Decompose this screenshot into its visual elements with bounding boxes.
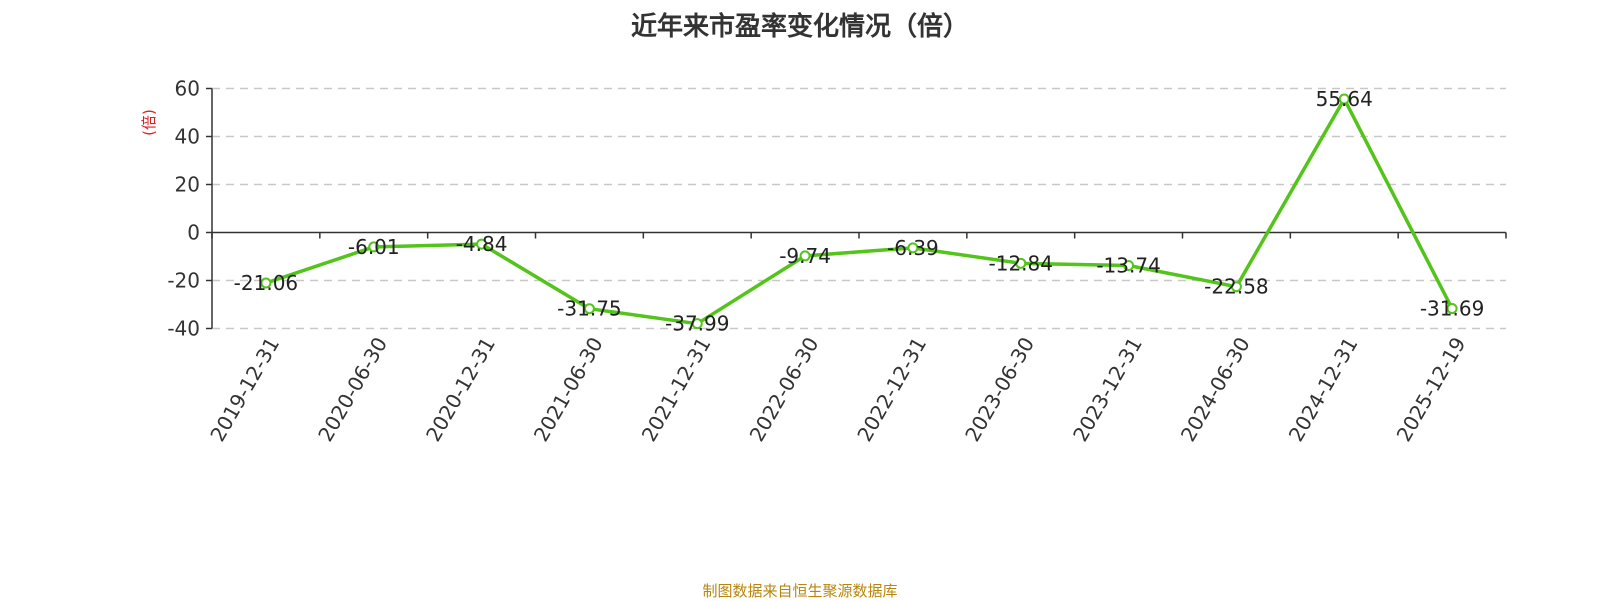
label-layer: -21.06 -6.01 -4.84 -31.75 -37.99 -9.74 -6.39 -1… — [234, 87, 1485, 336]
y-tick-label: 0 — [187, 221, 200, 245]
data-label: -4.84 — [456, 232, 508, 256]
data-point — [1230, 281, 1242, 293]
grid-layer — [212, 87, 1506, 330]
data-label: -31.69 — [1420, 297, 1484, 321]
y-tick-label: 60 — [175, 77, 200, 101]
data-label: 55.64 — [1316, 87, 1373, 111]
x-tick-label: 2021-06-30 — [529, 333, 608, 446]
y-tick-label: 20 — [175, 173, 200, 197]
data-point — [799, 250, 811, 262]
y-tick-label: -20 — [167, 269, 200, 293]
x-tick-label: 2023-06-30 — [960, 333, 1039, 446]
x-tick-label: 2020-12-31 — [421, 333, 500, 446]
x-tick-label: 2024-06-30 — [1176, 333, 1255, 446]
data-point — [1338, 93, 1350, 105]
chart-title: 近年来市盈率变化情况（倍） — [630, 12, 969, 42]
x-tick-label: 2024-12-31 — [1284, 333, 1363, 446]
data-label: -6.39 — [887, 236, 939, 260]
data-label: -22.58 — [1204, 275, 1268, 299]
data-label: -6.01 — [348, 235, 400, 259]
data-label: -31.75 — [557, 297, 621, 321]
x-tick-label: 2022-06-30 — [745, 333, 824, 446]
data-point — [907, 242, 919, 254]
y-tick-label: 40 — [175, 125, 200, 149]
data-point — [1015, 257, 1027, 269]
x-tick-label: 2025-12-19 — [1392, 333, 1471, 446]
data-label: -9.74 — [779, 244, 831, 268]
data-source-note: 制图数据来自恒生聚源数据库 — [702, 582, 898, 600]
data-point — [583, 303, 595, 315]
data-label: -13.74 — [1096, 253, 1160, 277]
data-point — [476, 238, 488, 250]
data-point — [1446, 303, 1458, 315]
x-tick-label: 2022-12-31 — [852, 333, 931, 446]
x-tick-label: 2023-12-31 — [1068, 333, 1147, 446]
y-axis-label: (倍) — [140, 109, 158, 136]
x-tick-label: 2020-06-30 — [313, 333, 392, 446]
data-point — [368, 241, 380, 253]
y-tick-label: -40 — [167, 317, 200, 341]
data-point — [1123, 259, 1135, 271]
data-point — [691, 318, 703, 330]
series-layer — [260, 93, 1458, 330]
data-label: -12.84 — [989, 251, 1053, 275]
pe-ratio-series-line — [265, 97, 1454, 326]
x-tick-label: 2019-12-31 — [205, 333, 284, 446]
x-tick-label: 2021-12-31 — [637, 333, 716, 446]
data-label: -37.99 — [665, 312, 729, 336]
data-label: -21.06 — [234, 271, 298, 295]
data-point — [260, 277, 272, 289]
